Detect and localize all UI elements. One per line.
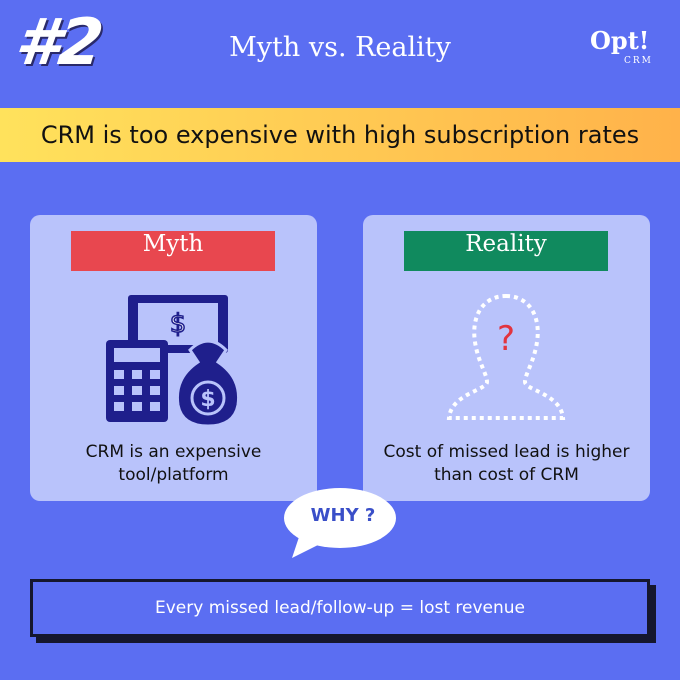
dollar-symbol: $ — [170, 309, 187, 339]
logo: Opt! — [590, 26, 650, 55]
myth-text: CRM is an expensive tool/platform — [85, 442, 262, 485]
reality-label: Reality — [404, 231, 608, 271]
money-icon: $ $ — [106, 295, 241, 428]
question-symbol: ? — [497, 319, 515, 359]
reality-text: Cost of missed lead is higher than cost … — [383, 442, 630, 485]
myth-card: Myth $ $ CRM is an expensive tool/platfo… — [30, 215, 317, 501]
speech-bubble — [284, 488, 396, 558]
banner: CRM is too expensive with high subscript… — [0, 108, 680, 162]
logo-sub: CRM — [624, 56, 653, 66]
title: Myth vs. Reality — [229, 32, 451, 63]
person-icon: ? — [446, 293, 566, 420]
myth-label: Myth — [71, 231, 275, 271]
reality-card: Reality ? Cost of missed lead is higher … — [363, 215, 650, 501]
footer: Every missed lead/follow-up = lost reven… — [30, 579, 650, 637]
dollar-symbol: $ — [200, 387, 215, 412]
callout: WHY ? — [310, 505, 376, 526]
